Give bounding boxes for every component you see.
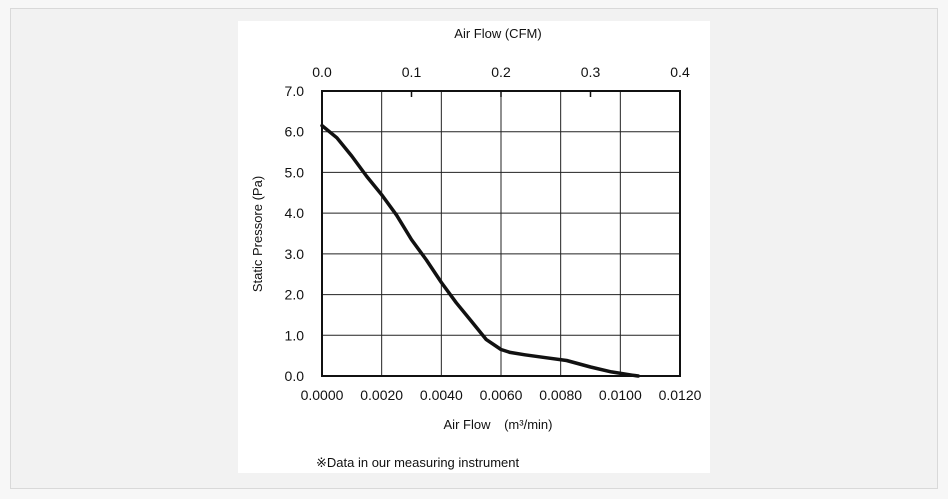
bottom-x-tick-labels: 0.0000 0.0020 0.0040 0.0060 0.0080 0.0100 0.01… [301, 387, 702, 403]
top-x-tick-labels: 0.0 0.1 0.2 0.3 0.4 [312, 64, 690, 97]
y-tick-label: 5.0 [285, 164, 305, 180]
top-x-tick-label: 0.1 [402, 64, 422, 80]
y-tick-label: 3.0 [285, 246, 305, 262]
bottom-x-tick-label: 0.0120 [659, 387, 702, 403]
bottom-x-tick-label: 0.0100 [599, 387, 642, 403]
y-tick-label: 0.0 [285, 368, 305, 384]
y-tick-label: 6.0 [285, 124, 305, 140]
grid-lines [322, 91, 680, 376]
bottom-x-tick-label: 0.0080 [539, 387, 582, 403]
y-tick-labels: 0.0 1.0 2.0 3.0 4.0 5.0 6.0 7.0 [285, 83, 305, 384]
bottom-x-axis-title: Air Flow (m³/min) [444, 417, 553, 432]
y-tick-label: 2.0 [285, 287, 305, 303]
y-axis-title: Static Pressore (Pa) [250, 176, 265, 292]
top-x-axis-title: Air Flow (CFM) [454, 26, 541, 41]
pressure-flow-curve [320, 123, 640, 378]
bottom-x-tick-label: 0.0060 [480, 387, 523, 403]
bottom-x-axis-title-prefix: Air Flow [444, 417, 492, 432]
y-tick-label: 4.0 [285, 205, 305, 221]
measurement-note: ※Data in our measuring instrument [316, 455, 519, 470]
top-x-tick-label: 0.3 [581, 64, 601, 80]
top-x-tick-label: 0.2 [491, 64, 511, 80]
bottom-x-tick-label: 0.0020 [360, 387, 403, 403]
y-tick-label: 7.0 [285, 83, 305, 99]
pq-curve-chart: 0.0000 0.0020 0.0040 0.0060 0.0080 0.0100 0.01… [250, 26, 702, 470]
top-x-tick-label: 0.4 [670, 64, 690, 80]
chart-card: 0.0000 0.0020 0.0040 0.0060 0.0080 0.0100 0.01… [238, 21, 710, 473]
bottom-x-tick-label: 0.0000 [301, 387, 344, 403]
bottom-x-axis-title-unit: (m³/min) [504, 417, 552, 432]
bottom-x-tick-label: 0.0040 [420, 387, 463, 403]
y-tick-label: 1.0 [285, 327, 305, 343]
top-x-tick-label: 0.0 [312, 64, 332, 80]
